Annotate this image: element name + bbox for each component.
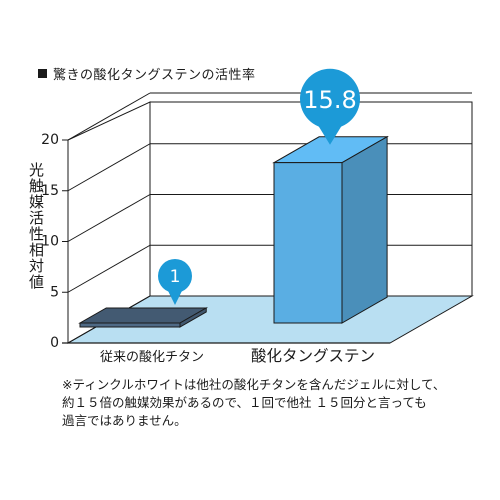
callout-bubble-1 <box>300 68 360 129</box>
grid-diag-2 <box>67 194 151 242</box>
y-tick-label-2: 10 <box>41 234 59 250</box>
bar-side-1 <box>341 135 388 324</box>
y-axis-label: 光触媒活性相対値 <box>27 162 45 290</box>
grid-diag-1 <box>67 244 151 293</box>
grid-diag-3 <box>67 143 151 192</box>
x-tick-label-1: 酸化タングステン <box>251 347 375 365</box>
footnote-line-1: ※ティンクルホワイトは他社の酸化チタンを含んだジェルに対して、 <box>62 377 446 392</box>
bar-1 <box>273 162 343 324</box>
chart-title: 驚きの酸化タングステンの活性率 <box>38 64 256 83</box>
callout-bubble-0 <box>158 258 192 293</box>
footnote-line-3: 過言ではありません。 <box>62 413 187 428</box>
chart-title-text: 驚きの酸化タングステンの活性率 <box>53 68 256 83</box>
bar-0 <box>79 322 181 328</box>
data-label-0: 1 <box>170 267 181 287</box>
x-tick-label-0: 従来の酸化チタン <box>100 350 204 365</box>
y-tick-label-3: 15 <box>41 183 59 199</box>
y-tick-label-0: 0 <box>50 335 59 351</box>
callout-pointer-1 <box>316 122 344 145</box>
title-bullet-icon <box>38 69 47 78</box>
y-tick-label-4: 20 <box>41 132 59 148</box>
data-label-1: 15.8 <box>303 86 356 114</box>
grid-diag-4 <box>67 92 151 141</box>
footnote-line-2: 約１５倍の触媒効果があるので、１回で他社 １５回分と言っても <box>62 395 427 410</box>
footnote: ※ティンクルホワイトは他社の酸化チタンを含んだジェルに対して、 約１５倍の触媒効… <box>62 376 482 430</box>
callout-pointer-0 <box>167 289 183 305</box>
y-tick-label-1: 5 <box>50 284 59 300</box>
